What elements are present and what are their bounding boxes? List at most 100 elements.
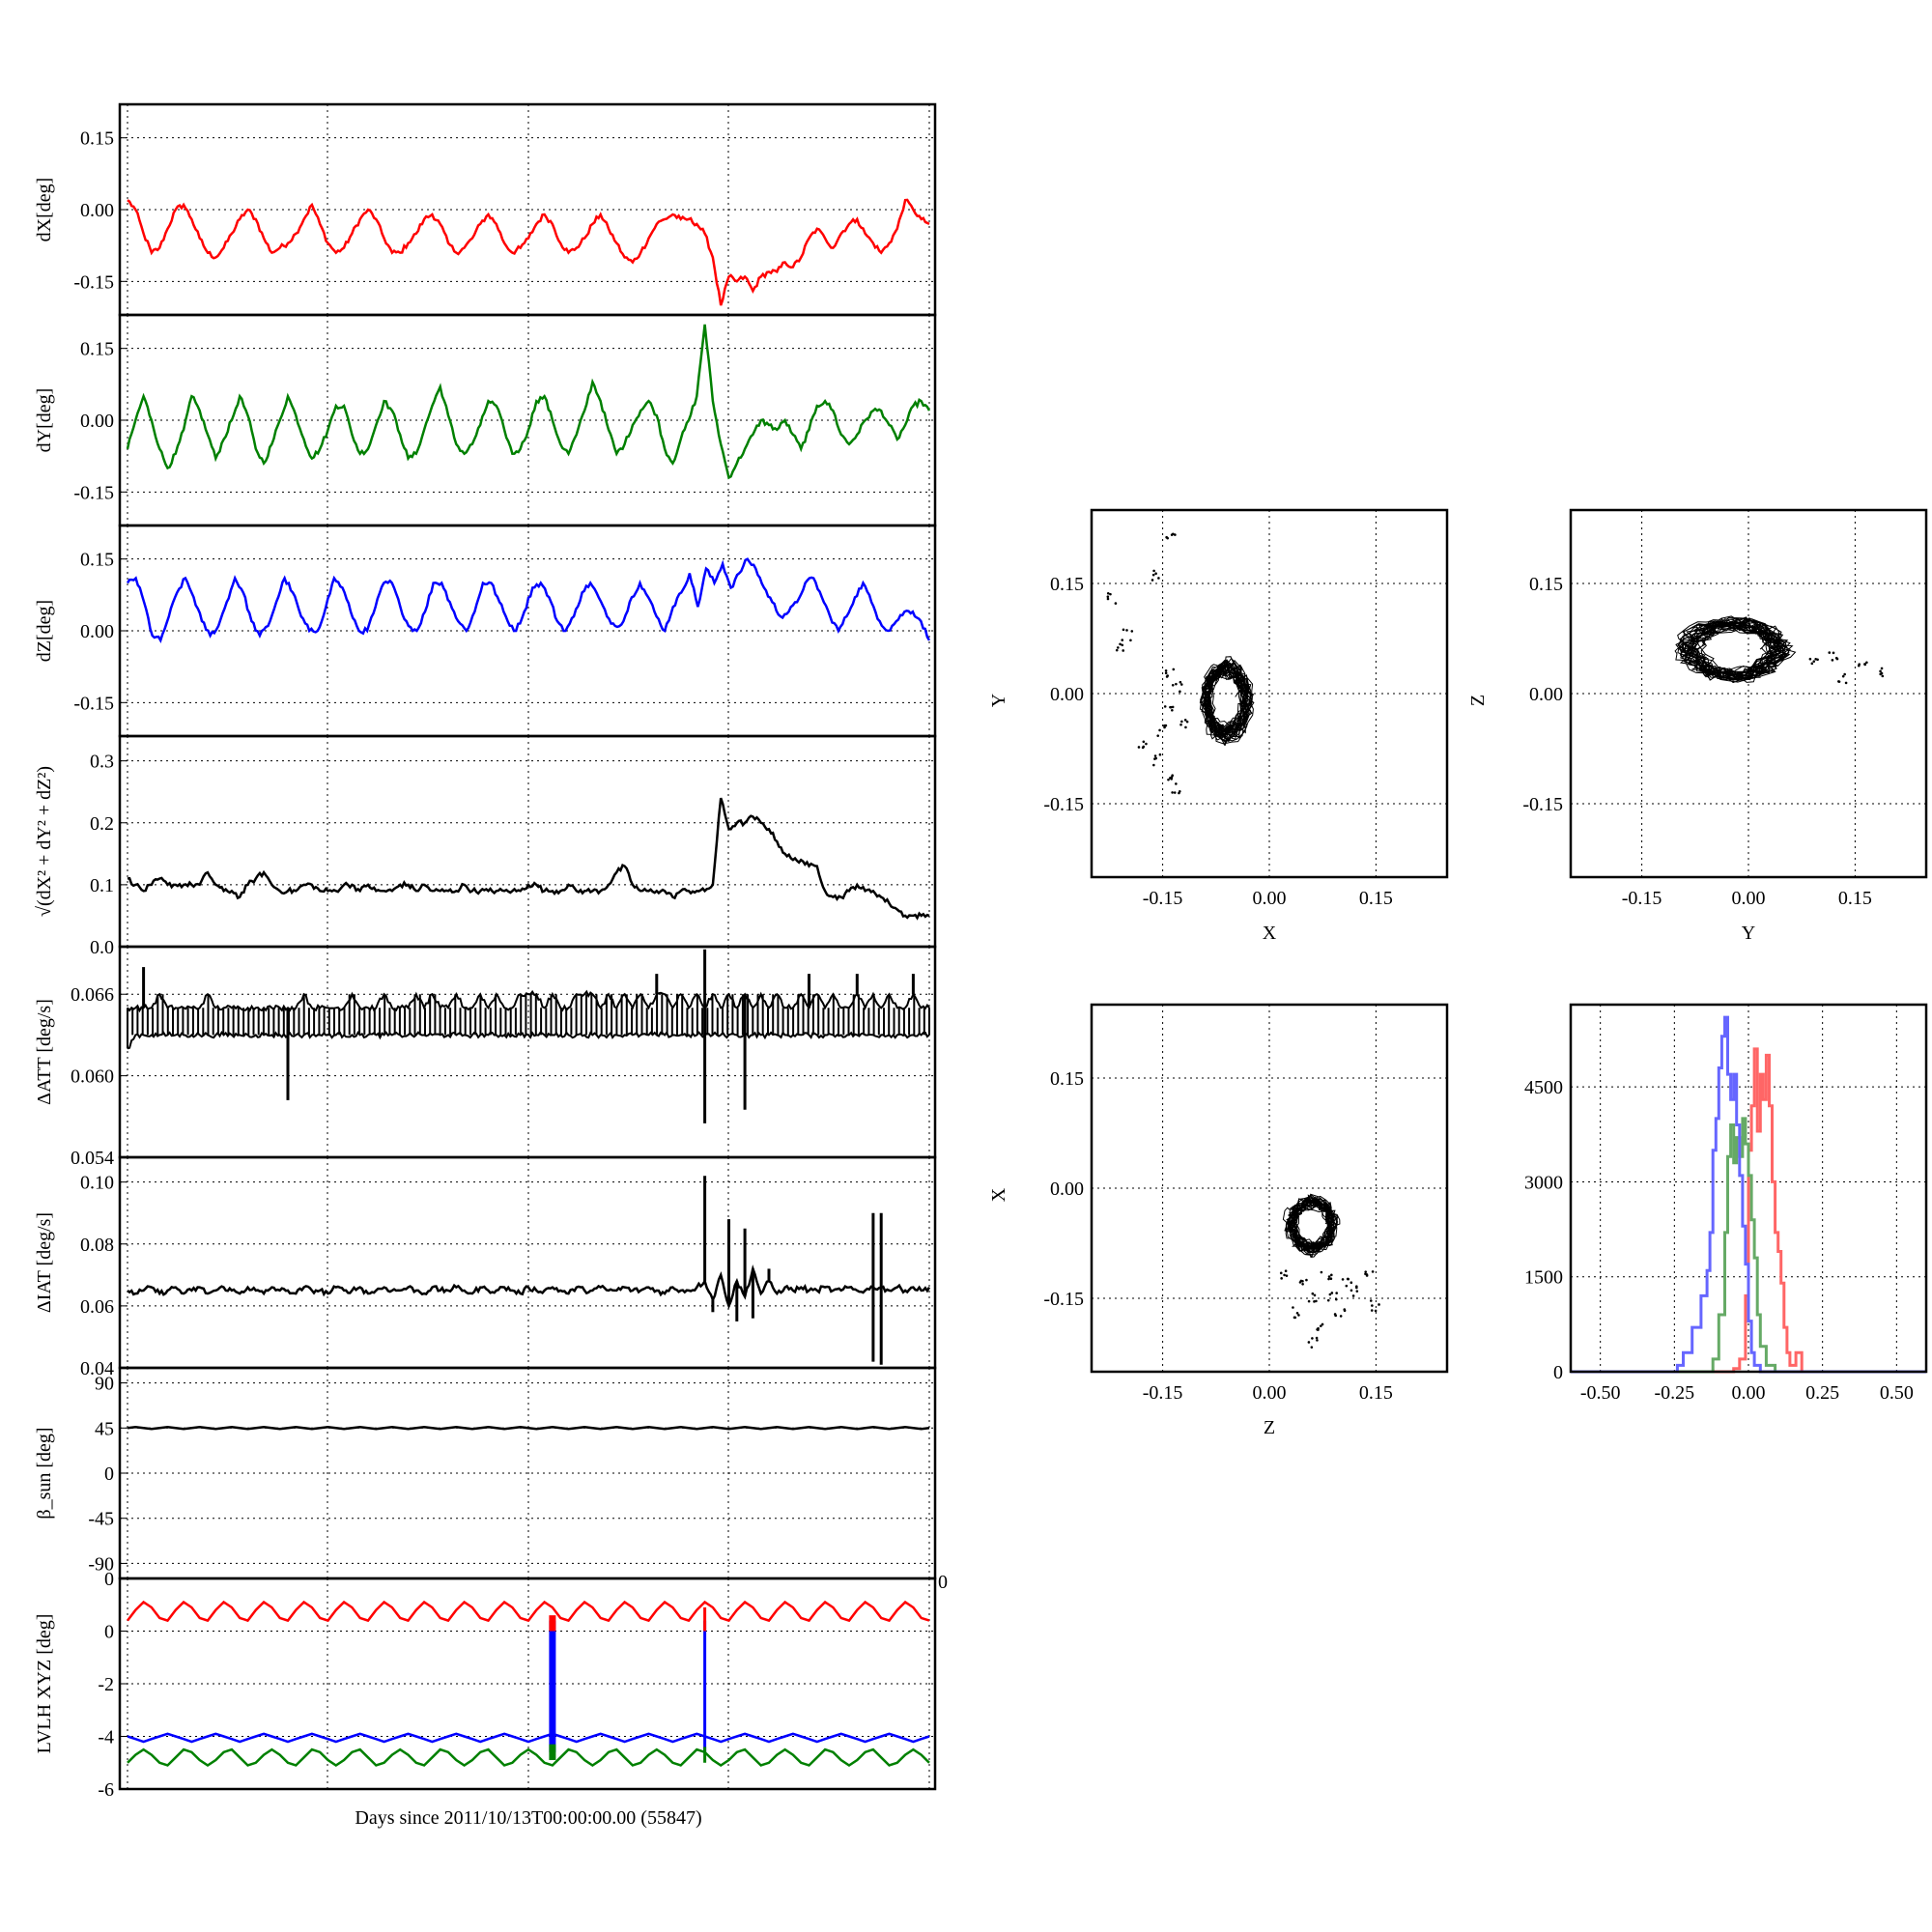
y-axis-label: LVLH XYZ [deg] [34, 1614, 55, 1754]
y-tick-label: 3000 [1524, 1172, 1563, 1193]
scatter-point [1320, 1324, 1322, 1327]
scatter-point [1320, 1270, 1323, 1274]
panels: 0.150.00-0.15dX[deg]0.150.00-0.15dY[deg]… [34, 102, 1928, 1801]
scatter-point [1153, 754, 1157, 757]
scatter-point [1832, 651, 1835, 655]
scatter-point [1179, 683, 1183, 686]
scatter-point [1311, 1337, 1314, 1340]
scatter-point [1365, 1273, 1369, 1276]
scatter-point [1307, 1299, 1311, 1303]
y-tick-label: -0.15 [73, 482, 114, 503]
scatter-point [1137, 746, 1141, 749]
scatter-point [1117, 646, 1120, 649]
scatter-point [1313, 1293, 1317, 1297]
y-tick-label: -45 [88, 1509, 114, 1530]
panel-8: 0 0 -2 -4 -6 0 LVLH XYZ [deg] [34, 1569, 948, 1801]
histogram-panel: -0.50 -0.25 0.00 0.25 0.50 4500 3000 1500 0 [1524, 1003, 1928, 1404]
y-tick-label: 0.10 [80, 1173, 114, 1194]
scatter-point [1106, 597, 1110, 601]
scatter-point [1330, 1292, 1334, 1294]
scatter-point [1164, 668, 1168, 672]
y-tick-label: 90 [95, 1374, 114, 1395]
scatter-point [1142, 745, 1146, 749]
y-tick-label: -6 [98, 1779, 114, 1801]
scatter-point [1378, 1303, 1380, 1306]
scatter-point [1171, 532, 1175, 536]
scatter-point [1327, 1275, 1331, 1278]
scatter-point [1171, 774, 1174, 777]
scatter-point [1834, 656, 1838, 660]
series-line [127, 1425, 930, 1431]
y-tick-label: 0.1 [90, 875, 114, 896]
scatter-point [1341, 1278, 1345, 1281]
scatter-point [1175, 782, 1178, 785]
scatter-point [1828, 651, 1832, 654]
y-tick-label: 0.06 [80, 1296, 114, 1318]
scatter-point [1328, 1293, 1332, 1296]
y-axis-label: ΔIAT [deg/s] [34, 1212, 55, 1313]
x-axis-label: X [1263, 923, 1277, 944]
series-line [127, 797, 930, 921]
scatter-point [1333, 1313, 1337, 1316]
scatter-point [1315, 1299, 1318, 1303]
scatter-point [1179, 690, 1181, 694]
trajectory-cloud [1199, 656, 1255, 747]
scatter-point [1167, 778, 1170, 781]
panel-frame [118, 734, 937, 949]
panel-frame [118, 945, 937, 1159]
scatter-point [1285, 1274, 1289, 1277]
y-tick-label: -0.15 [1043, 1289, 1084, 1310]
scatter-point [1106, 595, 1110, 598]
scatter-point [1371, 1270, 1375, 1273]
x-tick-label: -0.50 [1580, 1382, 1621, 1404]
y-tick-label: 0 [104, 1569, 114, 1590]
scatter-point [1879, 669, 1882, 673]
x-tick-label: -0.15 [1622, 888, 1662, 909]
scatter-point [1355, 1286, 1358, 1290]
scatter-point [1339, 1315, 1343, 1318]
scatter-point [1279, 1271, 1283, 1275]
scatter-point [1122, 628, 1125, 632]
scatter-point [1865, 661, 1868, 665]
histogram-series [1571, 1015, 1926, 1374]
y-tick-label: 0.066 [71, 984, 114, 1006]
scatter-point [1814, 657, 1818, 661]
scatter-point [1371, 1304, 1374, 1307]
scatter-point [1310, 1346, 1314, 1349]
scatter-point [1179, 680, 1182, 684]
scatter-point [1292, 1306, 1294, 1309]
scatter-point [1154, 572, 1157, 576]
y-tick-label: 0.3 [90, 752, 114, 773]
y-axis-label: √(dX² + dY² + dZ²) [34, 766, 55, 917]
scatter-point [1346, 1277, 1350, 1281]
scatter-point [1145, 742, 1148, 746]
series-line [127, 1031, 930, 1050]
y-tick-label: 0.15 [80, 339, 114, 360]
scatter-point [1370, 1309, 1374, 1312]
scatter-point [1837, 680, 1840, 683]
scatter-point [1122, 649, 1125, 652]
scatter-point [1313, 1300, 1316, 1303]
scatter-point [1295, 1311, 1299, 1315]
time-axis-label: Days since 2011/10/13T00:00:00.00 (55847… [355, 1807, 701, 1829]
scatter-point [1364, 1270, 1368, 1273]
scatter-point [1121, 639, 1124, 641]
scatter-point [1152, 569, 1155, 573]
scatter-point [1297, 1314, 1300, 1317]
y-tick-label: 0.15 [80, 128, 114, 150]
scatter-point [1180, 720, 1183, 724]
series-line [126, 324, 931, 480]
scatter-point [1125, 629, 1128, 632]
panel-frame [1569, 508, 1928, 879]
scatter-point [1284, 1269, 1288, 1273]
y-axis-label: dZ[deg] [34, 600, 55, 662]
series-line [127, 198, 930, 306]
scatter-point [1350, 1289, 1353, 1293]
scatter-point [1280, 1277, 1283, 1280]
scatter-point [1351, 1294, 1355, 1297]
scatter-point [1179, 723, 1182, 726]
series-line [127, 1732, 930, 1744]
panel-7: 90 45 0 -45 -90 β_sun [deg] [34, 1366, 937, 1580]
y-tick-label: 0.00 [80, 411, 114, 432]
